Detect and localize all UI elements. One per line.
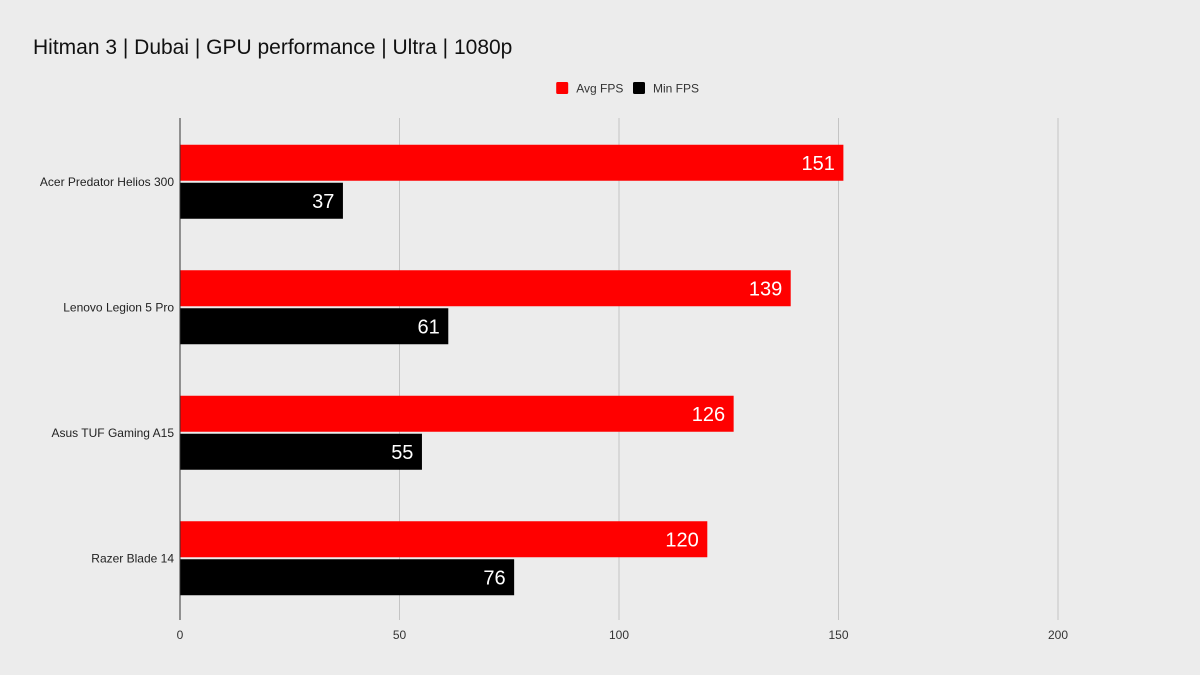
bar [180, 144, 844, 181]
x-tick-label: 0 [177, 628, 184, 642]
data-label: 120 [665, 529, 698, 551]
bar [180, 395, 734, 432]
data-label: 151 [802, 153, 835, 175]
category-label: Razer Blade 14 [91, 551, 174, 565]
legend-label: Min FPS [653, 82, 699, 96]
bar [180, 308, 449, 345]
category-label: Asus TUF Gaming A15 [52, 426, 175, 440]
bar [180, 182, 343, 219]
category-labels: Acer Predator Helios 300 Lenovo Legion 5 … [40, 175, 174, 566]
legend-label: Avg FPS [576, 82, 623, 96]
data-label: 37 [312, 191, 334, 213]
legend-swatch [556, 82, 569, 94]
x-tick-label: 200 [1048, 628, 1068, 642]
x-axis-tick-labels: 0 50 100 150 200 [177, 628, 1069, 642]
legend: Avg FPS Min FPS [556, 82, 699, 96]
bar [180, 433, 422, 470]
data-label: 61 [418, 316, 440, 338]
bars: 151 37 139 61 126 55 120 76 [180, 144, 844, 596]
x-tick-label: 150 [828, 628, 848, 642]
legend-swatch [633, 82, 645, 94]
data-label: 139 [749, 278, 782, 300]
x-tick-label: 100 [609, 628, 629, 642]
data-label: 55 [391, 442, 413, 464]
x-tick-label: 50 [393, 628, 407, 642]
chart-title: Hitman 3 | Dubai | GPU performance | Ult… [33, 36, 512, 59]
bar [180, 521, 708, 558]
data-label: 126 [692, 404, 725, 426]
bar [180, 270, 791, 307]
bar [180, 559, 515, 596]
data-label: 76 [483, 567, 505, 589]
category-label: Lenovo Legion 5 Pro [63, 300, 174, 314]
category-label: Acer Predator Helios 300 [40, 175, 174, 189]
